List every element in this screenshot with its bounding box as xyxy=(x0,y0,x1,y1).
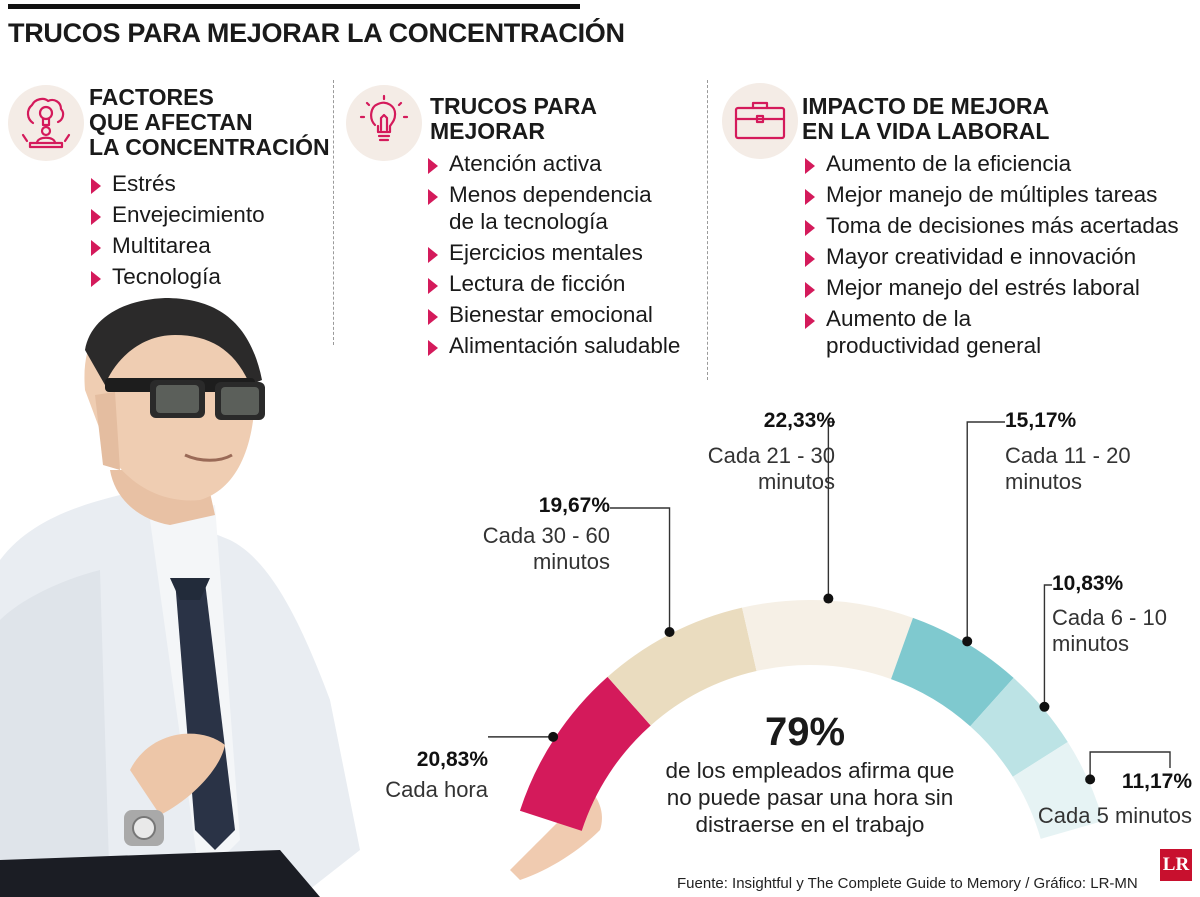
slice-value-label: 19,67% xyxy=(539,494,611,517)
leader-line xyxy=(1043,584,1052,707)
impact-heading: IMPACTO DE MEJORA EN LA VIDA LABORAL xyxy=(802,93,1050,144)
leader-line xyxy=(827,421,835,599)
slice-category-label: minutos xyxy=(758,469,835,494)
list-item: Mejor manejo del estrés laboral xyxy=(803,274,1179,301)
factors-list: Estrés Envejecimiento Multitarea Tecnolo… xyxy=(89,170,265,290)
tricks-heading: TRUCOS PARA MEJORAR xyxy=(430,93,597,144)
slice-category-label: Cada 6 - 10 xyxy=(1052,605,1167,630)
leader-line xyxy=(1089,751,1171,780)
list-item: Envejecimiento xyxy=(89,201,265,228)
list-item: Lectura de ficción xyxy=(426,270,680,297)
pie-slice xyxy=(891,617,1014,727)
leader-dot xyxy=(548,731,559,742)
title-bar-rule xyxy=(8,4,580,9)
list-item: Estrés xyxy=(89,170,265,197)
pie-slice xyxy=(742,600,913,680)
list-item: Atención activa xyxy=(426,150,680,177)
center-value: 79% xyxy=(765,710,845,754)
slice-category-label: Cada 21 - 30 xyxy=(708,443,835,468)
slice-category-label: minutos xyxy=(1005,469,1082,494)
slice-category-label: Cada 11 - 20 xyxy=(1005,443,1131,468)
slice-category-label: Cada 5 minutos xyxy=(1038,803,1192,828)
list-item: Aumento de la productividad general xyxy=(803,305,1179,359)
lightbulb-icon xyxy=(346,85,422,161)
leader-dot xyxy=(664,627,675,638)
leader-dot xyxy=(1085,774,1096,785)
list-item: Menos dependencia de la tecnología xyxy=(426,181,680,235)
leader-line xyxy=(610,507,671,633)
lr-logo: LR xyxy=(1160,849,1192,881)
slice-category-label: Cada 30 - 60 xyxy=(483,523,610,548)
list-item: Tecnología xyxy=(89,263,265,290)
list-item: Mejor manejo de múltiples tareas xyxy=(803,181,1179,208)
center-text-line: de los empleados afirma que xyxy=(666,758,955,783)
slice-value-label: 15,17% xyxy=(1005,409,1077,432)
slice-value-label: 11,17% xyxy=(1122,770,1192,793)
slice-category-label: minutos xyxy=(533,549,610,574)
center-text-line: no puede pasar una hora sin xyxy=(667,785,953,810)
impact-list: Aumento de la eficiencia Mejor manejo de… xyxy=(803,150,1179,359)
slice-category-label: Cada hora xyxy=(385,777,489,802)
list-item: Aumento de la eficiencia xyxy=(803,150,1179,177)
source-footer: Fuente: Insightful y The Complete Guide … xyxy=(677,875,1138,892)
tricks-list: Atención activa Menos dependencia de la t… xyxy=(426,150,680,359)
center-text-line: distraerse en el trabajo xyxy=(696,812,925,837)
page-title: TRUCOS PARA MEJORAR LA CONCENTRACIÓN xyxy=(8,18,625,48)
slice-value-label: 10,83% xyxy=(1052,572,1124,595)
list-item: Ejercicios mentales xyxy=(426,239,680,266)
slice-category-label: minutos xyxy=(1052,631,1129,656)
list-item: Toma de decisiones más acertadas xyxy=(803,212,1179,239)
brain-lightbulb-icon xyxy=(8,85,84,161)
slice-value-label: 22,33% xyxy=(764,409,836,432)
factors-heading: FACTORES QUE AFECTAN LA CONCENTRACIÓN xyxy=(89,84,330,160)
list-item: Alimentación saludable xyxy=(426,332,680,359)
column-divider xyxy=(333,80,334,345)
leader-dot xyxy=(1039,701,1050,712)
pie-slice xyxy=(519,676,651,831)
briefcase-icon xyxy=(722,83,798,159)
pie-slice xyxy=(1012,741,1104,839)
list-item: Mayor creatividad e innovación xyxy=(803,243,1179,270)
leader-line xyxy=(966,421,1005,642)
leader-dot xyxy=(823,593,834,604)
pie-slice xyxy=(607,607,757,726)
list-item: Bienestar emocional xyxy=(426,301,680,328)
list-item: Multitarea xyxy=(89,232,265,259)
slice-value-label: 20,83% xyxy=(417,748,489,771)
column-divider xyxy=(707,80,708,380)
pie-slice xyxy=(970,677,1068,777)
leader-dot xyxy=(962,636,973,647)
